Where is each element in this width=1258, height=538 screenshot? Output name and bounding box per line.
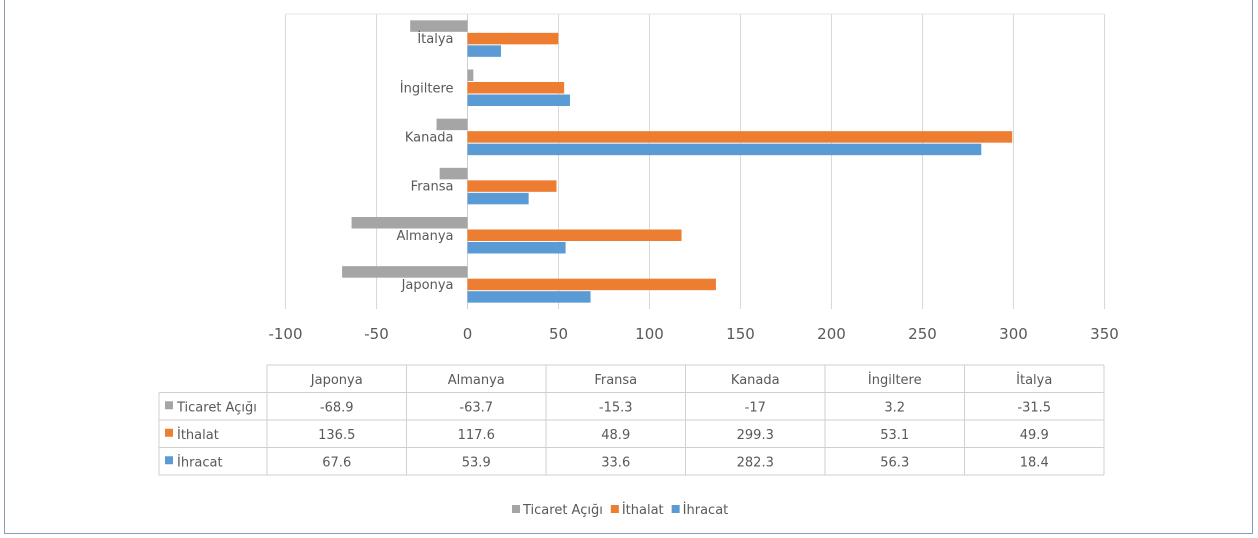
table-swatch-ticaret-acigi [165,401,173,410]
legend-item-ithalat: İthalat [610,502,664,518]
bar-ihracat-italya [467,45,501,57]
bar-ticaret-acigi-fransa [439,167,468,180]
table-cell-ithalat-almanya: 117.6 [458,428,495,443]
bar-ticaret-acigi-italya [410,20,468,32]
table-header-kanada: Kanada [731,373,780,388]
legend-swatch-ticaret-acigi [512,505,520,513]
bar-ihracat-japonya [467,291,591,303]
table-cell-ticaret-acigi-kanada: -17 [745,400,766,415]
table-swatch-ithalat [165,428,173,437]
tick-label-4: 100 [635,325,664,343]
tick-label-5: 150 [726,325,755,343]
tick-label-6: 200 [817,325,846,343]
table-cell-ticaret-acigi-italya: -31.5 [1017,400,1051,415]
category-label-japonya: Japonya [401,278,454,293]
table-header-italya: İtalya [1016,372,1052,388]
bar-ihracat-almanya [467,242,566,254]
legend-swatch-ithalat [610,505,619,513]
tick-label-1: -50 [364,325,389,343]
chart-frame: Japonya Almanya Fransa Kanada İngiltere İtaly… [4,0,1253,534]
table-row-label-ihracat: İhracat [177,454,223,470]
bar-ithalat-kanada [467,131,1013,143]
bar-ticaret-acigi-japonya [342,266,468,278]
table-header-almanya: Almanya [448,373,505,388]
bar-ithalat-fransa [467,180,557,192]
bar-ithalat-ingiltere [467,82,565,94]
table-swatch-ihracat [165,456,173,465]
table-cell-ticaret-acigi-japonya: -68.9 [320,400,354,415]
table-cell-ithalat-japonya: 136.5 [318,428,355,443]
axis-tick-labels: -100 -50 0 50 100 150 200 250 300 350 [268,325,1118,343]
gridlines [285,13,1105,309]
legend-item-ihracat: İhracat [671,502,729,518]
table-cell-ithalat-ingiltere: 53.1 [880,428,909,443]
tick-label-3: 50 [549,325,568,343]
legend-label-ithalat: İthalat [622,502,664,518]
table-cell-ticaret-acigi-ingiltere: 3.2 [884,400,905,415]
bar-ihracat-fransa [467,192,529,205]
table-cell-ihracat-almanya: 53.9 [462,455,491,470]
table-cell-ithalat-italya: 49.9 [1020,428,1049,443]
table-header-ingiltere: İngiltere [868,372,922,388]
bar-ticaret-acigi-kanada [436,118,468,131]
bar-ticaret-acigi-almanya [351,217,468,229]
data-table: Japonya Almanya Fransa Kanada İngiltere İtaly… [158,364,1105,476]
table-header-fransa: Fransa [594,373,637,388]
tick-label-2: 0 [463,325,473,343]
legend-label-ihracat: İhracat [683,502,729,518]
table-header-japonya: Japonya [310,373,363,388]
bar-ithalat-italya [467,32,559,45]
tick-label-8: 300 [999,325,1028,343]
table-cell-ihracat-italya: 18.4 [1020,455,1049,470]
bar-ihracat-kanada [467,143,982,156]
table-row-label-ithalat: İthalat [177,427,219,443]
category-label-ingiltere: İngiltere [400,80,454,96]
category-label-almanya: Almanya [396,229,453,244]
table-cell-ithalat-kanada: 299.3 [737,428,774,443]
tick-label-0: -100 [268,325,302,343]
legend-swatch-ihracat [671,505,680,513]
table-row-label-ticaret-acigi: Ticaret Açığı [176,400,257,415]
tick-label-7: 250 [908,325,937,343]
legend: Ticaret Açığı İthalat İhracat [512,502,728,518]
bar-ticaret-acigi-ingiltere [467,69,474,81]
bar-ihracat-ingiltere [467,94,570,106]
bar-ithalat-japonya [467,278,716,291]
tick-label-9: 350 [1090,325,1119,343]
table-cell-ihracat-japonya: 67.6 [322,455,351,470]
table-cell-ticaret-acigi-almanya: -63.7 [459,400,493,415]
table-cell-ihracat-kanada: 282.3 [737,455,774,470]
bars [342,20,1013,303]
legend-item-ticaret-acigi: Ticaret Açığı [512,503,603,518]
category-labels: Japonya Almanya Fransa Kanada İngiltere İtaly… [396,31,453,293]
table-cell-ticaret-acigi-fransa: -15.3 [599,400,633,415]
bar-chart: Japonya Almanya Fransa Kanada İngiltere İtaly… [158,13,1119,518]
category-label-italya: İtalya [417,31,453,47]
legend-label-ticaret-acigi: Ticaret Açığı [522,503,603,518]
category-label-kanada: Kanada [405,130,454,145]
category-label-fransa: Fransa [411,180,454,195]
table-cell-ihracat-fransa: 33.6 [601,455,630,470]
bar-ithalat-almanya [467,229,682,241]
table-cell-ithalat-fransa: 48.9 [601,428,630,443]
table-cell-ihracat-ingiltere: 56.3 [880,455,909,470]
